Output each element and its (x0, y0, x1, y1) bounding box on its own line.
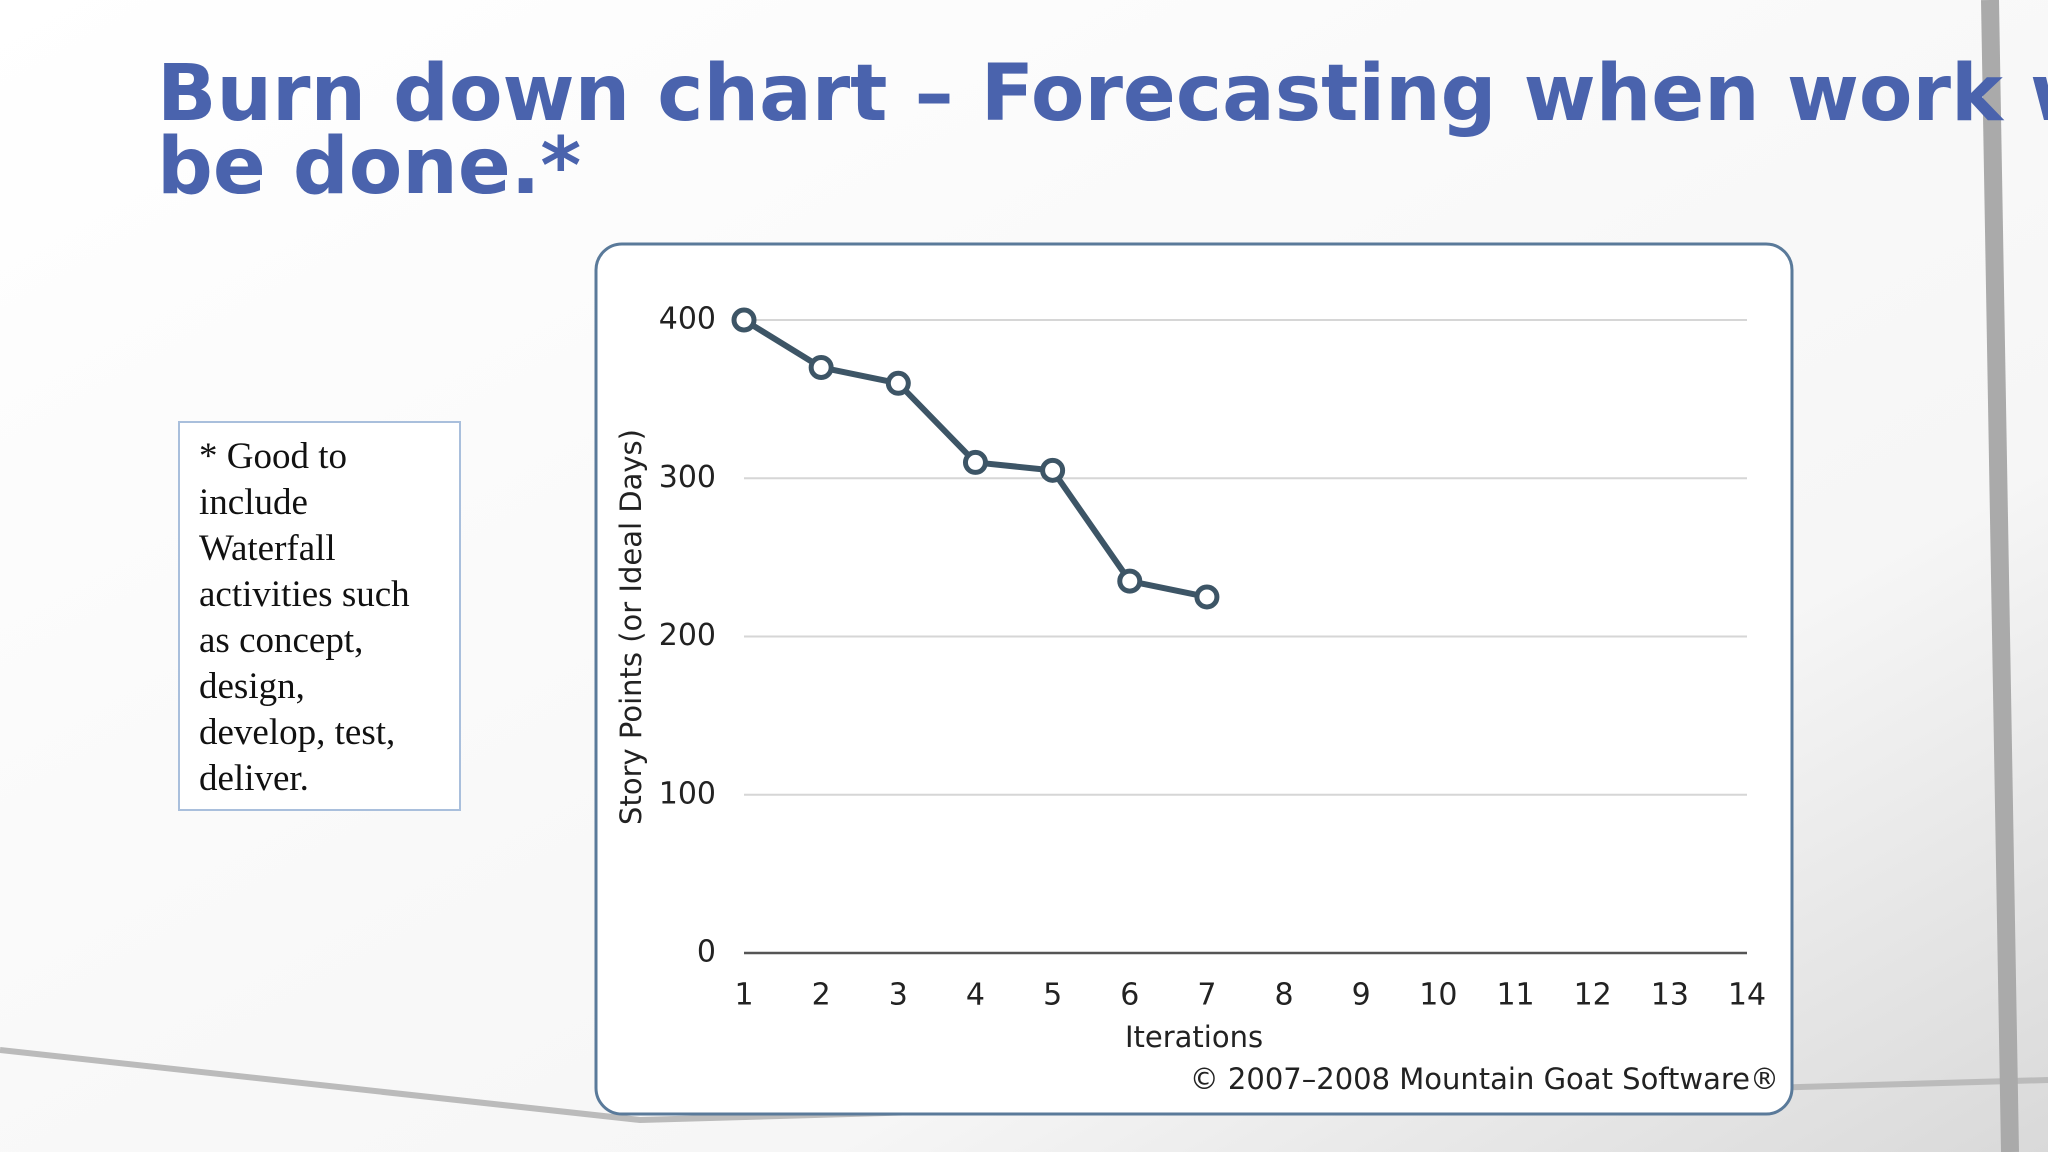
note-line: design, (199, 666, 305, 707)
note-line: deliver. (199, 758, 309, 799)
x-tick-label: 5 (1043, 978, 1062, 1013)
x-tick-label: 14 (1728, 978, 1766, 1013)
point (808, 354, 834, 380)
x-tick-label: 4 (966, 978, 985, 1013)
x-tick-label: 10 (1419, 978, 1457, 1013)
chart-frame (594, 242, 1794, 1116)
y-tick-label: 200 (659, 618, 716, 653)
note-line: include (199, 482, 308, 523)
point (885, 370, 911, 396)
note-line: activities such (199, 574, 410, 615)
x-tick-label: 6 (1120, 978, 1139, 1013)
x-tick-label: 9 (1352, 978, 1371, 1013)
point (1040, 457, 1066, 483)
slide-title: Burn down chart – Forecasting when work … (157, 49, 2048, 139)
x-axis-label: Iterations (1125, 1020, 1263, 1054)
x-tick-label: 2 (812, 978, 831, 1013)
note-line: * Good to (199, 436, 347, 477)
x-tick-label: 11 (1496, 978, 1534, 1013)
decor (1981, 0, 2019, 1152)
x-tick-label: 8 (1275, 978, 1294, 1013)
x-tick-label: 3 (889, 978, 908, 1013)
y-tick-label: 0 (697, 935, 716, 970)
note-line: as concept, (199, 620, 363, 661)
point (962, 449, 988, 475)
x-tick-label: 12 (1574, 978, 1612, 1013)
y-tick-label: 100 (659, 776, 716, 811)
y-axis-label: Story Points (or Ideal Days) (614, 429, 648, 825)
copyright: © 2007–2008 Mountain Goat Software® (1190, 1062, 1779, 1096)
x-tick-label: 7 (1197, 978, 1216, 1013)
point (731, 307, 757, 333)
point (1117, 568, 1143, 594)
x-tick-label: 13 (1651, 978, 1689, 1013)
point (1194, 584, 1220, 610)
note-line: Waterfall (199, 528, 336, 569)
note-line: develop, test, (199, 712, 395, 753)
x-tick-label: 1 (734, 978, 753, 1013)
slide-title: be done.* (157, 122, 581, 212)
note-box (178, 421, 461, 811)
y-tick-label: 300 (659, 460, 716, 495)
y-tick-label: 400 (659, 302, 716, 337)
